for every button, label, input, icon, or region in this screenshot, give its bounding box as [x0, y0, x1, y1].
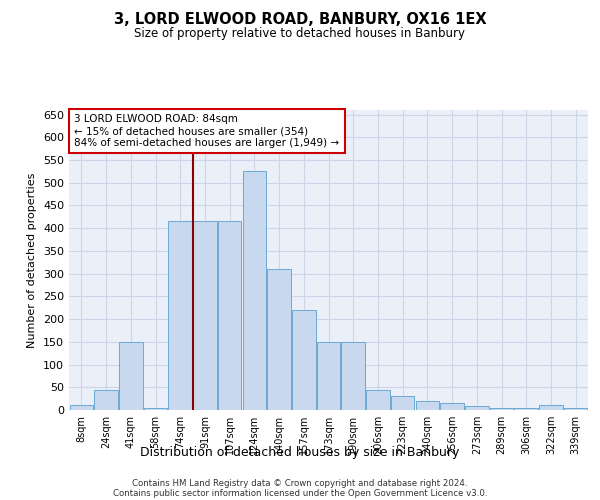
Bar	[292, 310, 316, 410]
Text: 3, LORD ELWOOD ROAD, BANBURY, OX16 1EX: 3, LORD ELWOOD ROAD, BANBURY, OX16 1EX	[113, 12, 487, 28]
Bar	[564, 408, 587, 410]
Bar	[440, 403, 464, 410]
Bar	[169, 222, 192, 410]
Text: Size of property relative to detached houses in Banbury: Size of property relative to detached ho…	[134, 28, 466, 40]
Bar	[193, 222, 217, 410]
Bar	[317, 342, 340, 410]
Bar	[514, 408, 538, 410]
Bar	[144, 408, 167, 410]
Text: Distribution of detached houses by size in Banbury: Distribution of detached houses by size …	[140, 446, 460, 459]
Text: 3 LORD ELWOOD ROAD: 84sqm
← 15% of detached houses are smaller (354)
84% of semi: 3 LORD ELWOOD ROAD: 84sqm ← 15% of detac…	[74, 114, 340, 148]
Text: Contains public sector information licensed under the Open Government Licence v3: Contains public sector information licen…	[113, 488, 487, 498]
Bar	[218, 222, 241, 410]
Bar	[539, 406, 563, 410]
Bar	[341, 342, 365, 410]
Bar	[268, 269, 291, 410]
Bar	[119, 342, 143, 410]
Bar	[490, 408, 513, 410]
Bar	[366, 390, 389, 410]
Bar	[416, 401, 439, 410]
Bar	[242, 172, 266, 410]
Bar	[391, 396, 415, 410]
Y-axis label: Number of detached properties: Number of detached properties	[28, 172, 37, 348]
Bar	[94, 390, 118, 410]
Bar	[70, 406, 93, 410]
Text: Contains HM Land Registry data © Crown copyright and database right 2024.: Contains HM Land Registry data © Crown c…	[132, 478, 468, 488]
Bar	[465, 406, 488, 410]
